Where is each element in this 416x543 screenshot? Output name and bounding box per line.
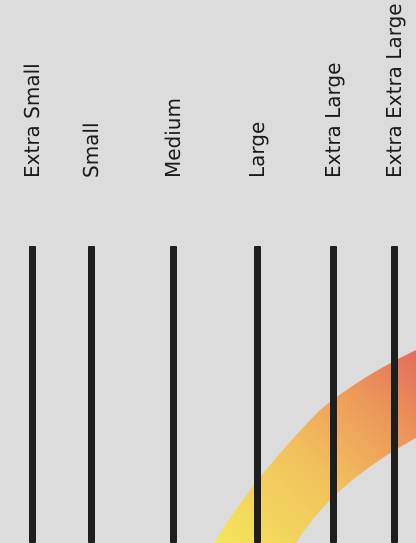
size-bar[interactable] (169, 246, 177, 543)
size-bar[interactable] (28, 246, 36, 543)
size-label: Extra Extra Large (382, 3, 406, 178)
size-option-extra-large[interactable]: Extra Large (313, 0, 353, 543)
size-label: Medium (161, 98, 185, 178)
size-option-large[interactable]: Large (237, 0, 277, 543)
size-label: Large (245, 121, 269, 178)
size-label: Extra Small (20, 63, 44, 178)
size-bar[interactable] (87, 246, 95, 543)
size-label: Extra Large (321, 62, 345, 178)
size-label: Small (79, 122, 103, 178)
size-option-small[interactable]: Small (71, 0, 111, 543)
size-bar[interactable] (329, 246, 337, 543)
size-option-extra-small[interactable]: Extra Small (12, 0, 52, 543)
size-option-medium[interactable]: Medium (153, 0, 193, 543)
size-bar[interactable] (253, 246, 261, 543)
size-bar[interactable] (390, 246, 398, 543)
size-option-extra-extra-large[interactable]: Extra Extra Large (374, 0, 414, 543)
